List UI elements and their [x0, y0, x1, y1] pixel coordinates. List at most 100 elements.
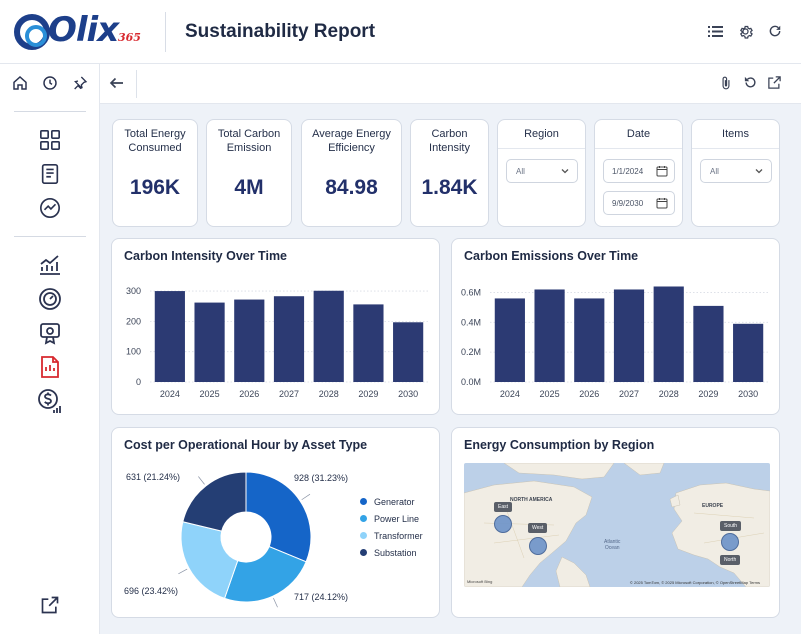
- chart-title: Carbon Emissions Over Time: [464, 249, 639, 263]
- legend-label: Generator: [374, 496, 415, 507]
- bar-2025[interactable]: [534, 289, 565, 382]
- external-link-icon[interactable]: [37, 592, 63, 618]
- list-icon[interactable]: [707, 23, 723, 39]
- kpi-card-carbon-intensity: Carbon Intensity 1.84K: [410, 119, 489, 227]
- toolbar-divider: [136, 70, 137, 98]
- sidebar-divider: [14, 236, 86, 237]
- kpi-label: Carbon Intensity: [429, 128, 470, 154]
- x-tick-label: 2028: [319, 389, 339, 399]
- bar-2024[interactable]: [154, 291, 185, 382]
- home-icon[interactable]: [12, 75, 30, 93]
- x-tick-label: 2027: [619, 389, 639, 399]
- undo-icon[interactable]: [743, 75, 759, 91]
- pdf-report-icon[interactable]: [37, 354, 63, 380]
- map-label-ocean: Atlantic Ocean: [604, 539, 621, 551]
- kpi-card-total-carbon: Total Carbon Emission 4M: [206, 119, 292, 227]
- bar-2030[interactable]: [393, 322, 424, 382]
- y-tick-label: 0.4M: [461, 317, 481, 327]
- map-bubble-west[interactable]: [529, 537, 547, 555]
- x-tick-label: 2026: [579, 389, 599, 399]
- legend-item[interactable]: Substation: [360, 544, 423, 561]
- items-select[interactable]: All: [700, 159, 772, 183]
- legend-label: Transformer: [374, 530, 423, 541]
- legend-item[interactable]: Generator: [360, 493, 423, 510]
- gauge-icon[interactable]: [37, 286, 63, 312]
- report-document-icon[interactable]: [37, 161, 63, 187]
- chart-title: Carbon Intensity Over Time: [124, 249, 288, 263]
- legend-item[interactable]: Transformer: [360, 527, 423, 544]
- y-tick-label: 0: [136, 377, 141, 387]
- line-chart-icon[interactable]: [37, 252, 63, 278]
- logo-subtext: 365: [118, 31, 141, 44]
- filter-label: Date: [626, 128, 651, 140]
- logo-text: Olix: [48, 10, 119, 50]
- leader-line: [301, 493, 311, 501]
- paperclip-icon[interactable]: [719, 75, 735, 91]
- trend-circle-icon[interactable]: [37, 195, 63, 221]
- clock-icon[interactable]: [42, 75, 60, 93]
- bar-2029[interactable]: [693, 305, 724, 382]
- back-arrow-icon[interactable]: [108, 74, 128, 94]
- legend-swatch: [360, 515, 367, 522]
- map-label-europe: EUROPE: [702, 503, 724, 509]
- bar-2026[interactable]: [234, 299, 265, 382]
- bar-2027[interactable]: [613, 289, 645, 382]
- kpi-value: 4M: [234, 176, 264, 199]
- x-tick-label: 2029: [698, 389, 718, 399]
- logo-mark-icon: [14, 14, 50, 50]
- energy-region-map-card: Energy Consumption by Region NORTH AMERI…: [451, 427, 780, 618]
- kpi-card-energy-efficiency: Average Energy Efficiency 84.98: [301, 119, 402, 227]
- donut-slice-substation[interactable]: [182, 471, 247, 532]
- start-date-input[interactable]: 1/1/2024: [603, 159, 675, 183]
- map-tooltip-east: East: [494, 502, 513, 512]
- bar-2030[interactable]: [733, 323, 764, 382]
- gear-icon[interactable]: [737, 23, 753, 39]
- x-tick-label: 2024: [160, 389, 180, 399]
- bar-2027[interactable]: [273, 296, 305, 382]
- dashboard-grid-icon[interactable]: [37, 127, 63, 153]
- certificate-icon[interactable]: [37, 320, 63, 346]
- carbon-intensity-bar-chart: 0 100 200 300 2024 2025 2026 2027 2028 2029 2030: [126, 286, 428, 399]
- olix-logo[interactable]: Olix 365: [14, 10, 149, 52]
- slice-label-substation: 631 (21.24%): [126, 472, 181, 482]
- donut-slice-generator[interactable]: [245, 471, 312, 563]
- refresh-icon[interactable]: [767, 23, 783, 39]
- calendar-icon[interactable]: [656, 197, 668, 209]
- map-tooltip-west: West: [528, 523, 548, 533]
- items-filter-card: Items All: [691, 119, 780, 227]
- leader-line: [273, 597, 278, 608]
- region-select[interactable]: All: [506, 159, 578, 183]
- slice-label-generator: 928 (31.23%): [294, 473, 349, 483]
- end-date-input[interactable]: 9/9/2030: [603, 191, 675, 215]
- x-tick-label: 2028: [659, 389, 679, 399]
- pin-icon[interactable]: [72, 75, 90, 93]
- map-bubble-south[interactable]: [721, 533, 739, 551]
- bar-2025[interactable]: [194, 302, 225, 382]
- leader-line: [198, 476, 205, 485]
- filter-divider: [498, 148, 585, 149]
- bar-2029[interactable]: [353, 304, 384, 382]
- carbon-intensity-chart-card: Carbon Intensity Over Time 0 100 200 300 202…: [111, 238, 440, 415]
- donut-slice-power-line[interactable]: [223, 545, 307, 603]
- region-map[interactable]: NORTH AMERICA EUROPE Atlantic Ocean East …: [464, 463, 770, 587]
- x-tick-label: 2026: [239, 389, 259, 399]
- left-sidebar: [0, 64, 100, 634]
- y-tick-label: 100: [126, 347, 141, 357]
- x-tick-label: 2027: [279, 389, 299, 399]
- calendar-icon[interactable]: [656, 165, 668, 177]
- header-divider: [165, 12, 166, 52]
- legend-swatch: [360, 532, 367, 539]
- dollar-growth-icon[interactable]: [37, 388, 63, 414]
- bar-2028[interactable]: [313, 290, 344, 382]
- map-credit[interactable]: © 2025 TomTom, © 2025 Microsoft Corporat…: [629, 580, 760, 585]
- bar-2026[interactable]: [574, 298, 605, 382]
- map-bubble-east[interactable]: [494, 515, 512, 533]
- legend-label: Power Line: [374, 513, 420, 524]
- bar-2028[interactable]: [653, 286, 684, 382]
- select-value: All: [710, 167, 719, 176]
- donut-slice-transformer[interactable]: [180, 521, 239, 599]
- bar-2024[interactable]: [494, 298, 525, 382]
- legend-item[interactable]: Power Line: [360, 510, 423, 527]
- open-external-icon[interactable]: [767, 75, 783, 91]
- app-header: Olix 365 Sustainability Report: [0, 0, 801, 64]
